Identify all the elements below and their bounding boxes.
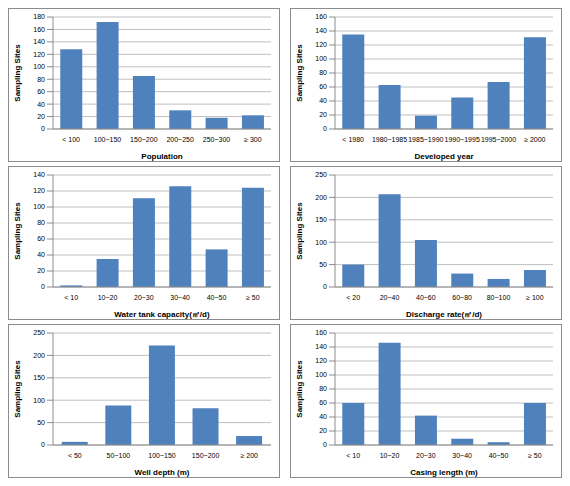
svg-text:< 10: < 10 (64, 294, 78, 301)
svg-text:Sampling Sites: Sampling Sites (13, 360, 22, 418)
svg-text:1990~1995: 1990~1995 (445, 136, 480, 143)
svg-text:20: 20 (37, 113, 45, 120)
svg-text:150: 150 (315, 216, 327, 223)
svg-text:100~150: 100~150 (148, 452, 176, 459)
svg-text:60: 60 (319, 83, 327, 90)
svg-text:150: 150 (33, 374, 45, 381)
svg-text:< 1980: < 1980 (342, 136, 364, 143)
svg-text:40~60: 40~60 (416, 294, 436, 301)
svg-text:250~300: 250~300 (203, 136, 231, 143)
svg-text:< 10: < 10 (346, 452, 360, 459)
svg-text:≥ 100: ≥ 100 (526, 294, 544, 301)
svg-text:150~200: 150~200 (192, 452, 220, 459)
svg-text:< 50: < 50 (68, 452, 82, 459)
svg-text:Discharge rate(㎥/d): Discharge rate(㎥/d) (406, 310, 482, 319)
svg-text:Well depth (m): Well depth (m) (135, 468, 190, 477)
svg-text:0: 0 (323, 283, 327, 290)
svg-text:≥ 2000: ≥ 2000 (524, 136, 545, 143)
svg-text:80: 80 (319, 385, 327, 392)
svg-text:160: 160 (33, 26, 45, 33)
svg-text:50: 50 (319, 261, 327, 268)
svg-text:0: 0 (323, 441, 327, 448)
svg-text:20: 20 (319, 111, 327, 118)
svg-text:80: 80 (37, 76, 45, 83)
svg-text:100: 100 (33, 63, 45, 70)
svg-text:1995~2000: 1995~2000 (481, 136, 516, 143)
svg-text:180: 180 (33, 13, 45, 20)
svg-text:200: 200 (33, 352, 45, 359)
svg-text:100: 100 (33, 397, 45, 404)
svg-text:20: 20 (319, 427, 327, 434)
svg-text:100: 100 (33, 203, 45, 210)
svg-text:Sampling Sites: Sampling Sites (13, 44, 22, 102)
svg-text:10~20: 10~20 (98, 294, 118, 301)
svg-text:60: 60 (37, 235, 45, 242)
svg-text:100: 100 (315, 55, 327, 62)
svg-text:200~250: 200~250 (166, 136, 194, 143)
svg-text:1985~1990: 1985~1990 (408, 136, 443, 143)
svg-text:120: 120 (315, 357, 327, 364)
svg-text:80: 80 (319, 69, 327, 76)
svg-text:30~40: 30~40 (170, 294, 190, 301)
svg-text:140: 140 (315, 343, 327, 350)
svg-text:Casing length (m): Casing length (m) (410, 468, 478, 477)
svg-text:60: 60 (37, 88, 45, 95)
svg-text:250: 250 (315, 171, 327, 178)
svg-text:≥ 200: ≥ 200 (240, 452, 258, 459)
svg-text:100: 100 (315, 371, 327, 378)
svg-text:120: 120 (33, 187, 45, 194)
svg-text:60: 60 (319, 399, 327, 406)
svg-text:160: 160 (315, 13, 327, 20)
svg-text:150~200: 150~200 (130, 136, 158, 143)
svg-text:20~40: 20~40 (380, 294, 400, 301)
svg-text:0: 0 (41, 125, 45, 132)
svg-text:140: 140 (33, 38, 45, 45)
svg-text:10~20: 10~20 (380, 452, 400, 459)
svg-text:80: 80 (37, 219, 45, 226)
svg-text:40~50: 40~50 (207, 294, 227, 301)
svg-text:100: 100 (315, 239, 327, 246)
svg-text:≥ 300: ≥ 300 (244, 136, 262, 143)
svg-text:100~150: 100~150 (94, 136, 122, 143)
svg-text:60~80: 60~80 (452, 294, 472, 301)
svg-text:Population: Population (141, 152, 182, 161)
svg-text:0: 0 (41, 283, 45, 290)
svg-text:Sampling Sites: Sampling Sites (295, 44, 304, 102)
svg-text:1980~1985: 1980~1985 (372, 136, 407, 143)
svg-text:≥ 50: ≥ 50 (528, 452, 542, 459)
svg-text:140: 140 (33, 171, 45, 178)
svg-text:20: 20 (37, 267, 45, 274)
svg-text:50: 50 (37, 419, 45, 426)
svg-text:40: 40 (319, 97, 327, 104)
svg-text:40: 40 (37, 101, 45, 108)
svg-text:80~100: 80~100 (487, 294, 511, 301)
svg-text:140: 140 (315, 27, 327, 34)
svg-text:50~100: 50~100 (107, 452, 131, 459)
svg-text:Sampling Sites: Sampling Sites (295, 202, 304, 260)
svg-text:40: 40 (37, 251, 45, 258)
svg-text:< 100: < 100 (62, 136, 80, 143)
svg-text:30~40: 30~40 (452, 452, 472, 459)
svg-text:0: 0 (41, 441, 45, 448)
svg-text:40: 40 (319, 413, 327, 420)
svg-text:Water tank capacity(㎥/d): Water tank capacity(㎥/d) (114, 310, 210, 319)
svg-text:Developed year: Developed year (414, 152, 473, 161)
svg-text:200: 200 (315, 194, 327, 201)
svg-text:Sampling Sites: Sampling Sites (13, 202, 22, 260)
svg-text:120: 120 (315, 41, 327, 48)
svg-text:20~30: 20~30 (416, 452, 436, 459)
svg-text:< 20: < 20 (346, 294, 360, 301)
svg-text:≥ 50: ≥ 50 (246, 294, 260, 301)
svg-text:160: 160 (315, 329, 327, 336)
svg-text:20~30: 20~30 (134, 294, 154, 301)
svg-text:Sampling Sites: Sampling Sites (295, 360, 304, 418)
svg-text:120: 120 (33, 51, 45, 58)
svg-text:0: 0 (323, 125, 327, 132)
svg-text:40~50: 40~50 (489, 452, 509, 459)
svg-text:250: 250 (33, 329, 45, 336)
